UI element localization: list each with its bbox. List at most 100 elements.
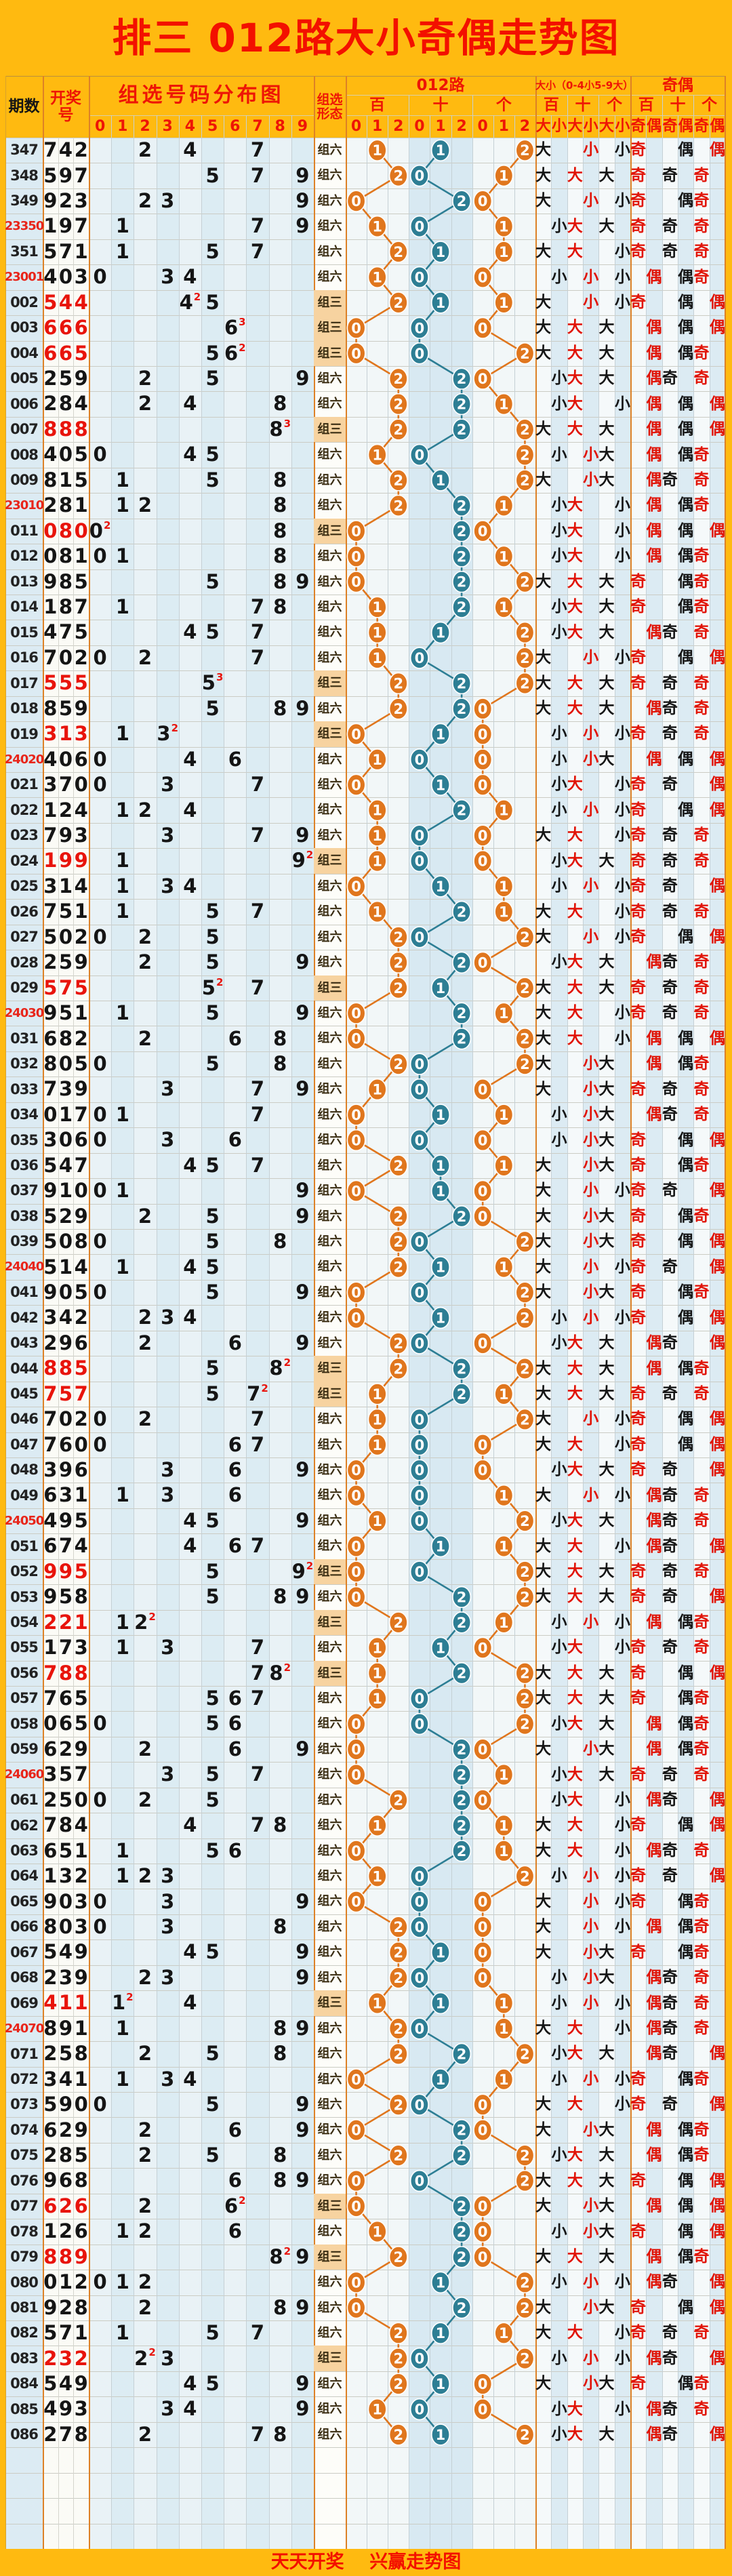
pattern-cell: 组六: [317, 752, 342, 767]
size-value: 小: [551, 1638, 567, 1657]
dist-digit: 9: [296, 2093, 310, 2116]
dist-digit: 1: [115, 2270, 129, 2294]
road-circle: [367, 1078, 387, 1101]
header-big-small: 大小（0-4小5-9大）: [535, 79, 634, 92]
parity-value: 偶: [709, 1232, 725, 1251]
road-circle: [409, 1891, 429, 1913]
size-value: 大: [598, 1283, 615, 1302]
parity-value: 偶: [646, 1055, 662, 1073]
size-value: 大: [598, 1359, 615, 1377]
road-circle: [388, 494, 408, 517]
road-circle: [515, 1357, 535, 1380]
road-circle: [367, 1383, 387, 1405]
road-circle: [515, 2169, 535, 2192]
road-circle: [473, 520, 493, 542]
dist-digit: 1: [115, 2067, 129, 2091]
draw-digit: 8: [43, 696, 58, 720]
road-circle-label: 0: [415, 1691, 425, 1707]
road-circle-label: 0: [478, 269, 488, 285]
parity-value: 偶: [678, 420, 694, 439]
road-circle: [346, 2118, 366, 2141]
parity-value: 偶: [709, 1182, 725, 1200]
road-circle: [452, 418, 472, 441]
draw-digit: 5: [58, 2042, 73, 2066]
road-circle: [452, 2297, 472, 2319]
draw-digit: 1: [58, 2270, 73, 2294]
road-circle: [452, 596, 472, 618]
parity-value: 偶: [678, 1943, 694, 1961]
size-value: 大: [598, 420, 615, 439]
dist-digit: 4: [183, 138, 197, 162]
road-circle: [409, 1434, 429, 1456]
parity-value: 偶: [678, 598, 694, 616]
size-value: 小: [551, 2070, 567, 2088]
road-circle: [430, 1180, 450, 1203]
dist-digit: 3: [161, 1483, 175, 1507]
period-cell: 047: [10, 1436, 39, 1453]
draw-digit: 9: [74, 1737, 88, 1760]
draw-digit: 3: [74, 265, 88, 289]
draw-digit: 8: [43, 1356, 58, 1380]
parity-value: 奇: [630, 1410, 647, 1428]
size-value: 小: [551, 2146, 567, 2165]
size-value: 大: [598, 1512, 615, 1530]
parity-value: 奇: [630, 674, 647, 692]
parity-value: 奇: [630, 1156, 647, 1174]
draw-digit: 9: [74, 2371, 88, 2395]
road-circle: [473, 1205, 493, 1228]
repeat-count-superscript: 2: [306, 849, 314, 862]
size-value: 大: [598, 851, 615, 870]
road-circle: [346, 1129, 366, 1152]
dist-digit: 1: [115, 494, 129, 517]
dist-digit: 4: [183, 874, 197, 898]
gridline: [5, 1203, 725, 1205]
dist-digit: 6: [228, 2118, 242, 2141]
size-pos-label: 百: [543, 96, 559, 114]
size-value: 大: [535, 649, 552, 667]
parity-value: 偶: [678, 1613, 694, 1631]
size-value: 大: [598, 1664, 615, 1682]
draw-digit: 7: [58, 2321, 73, 2345]
size-value: 大: [535, 2324, 552, 2342]
road-pos-label: 百: [369, 96, 386, 114]
road-circle-label: 0: [415, 1488, 425, 1504]
road-circle-label: 2: [457, 1031, 467, 1047]
draw-digit: 9: [74, 696, 88, 720]
parity-value: 偶: [709, 2197, 725, 2215]
gridline: [5, 1051, 725, 1052]
size-value: 大: [567, 776, 583, 794]
draw-digit: 4: [43, 620, 58, 644]
road-circle-label: 0: [415, 2173, 425, 2190]
size-value: 大: [598, 2222, 615, 2240]
road-circle-label: 0: [351, 1843, 361, 1859]
road-circle-label: 1: [499, 1539, 509, 1555]
size-value: 小: [583, 801, 599, 819]
period-cell: 24050: [4, 1513, 45, 1528]
road-circle-label: 2: [393, 244, 403, 260]
size-value: 小: [614, 1816, 630, 1834]
road-circle: [430, 2423, 450, 2446]
road-circle: [409, 926, 429, 948]
road-circle-label: 0: [351, 1285, 361, 1301]
road-circle-label: 2: [520, 1716, 530, 1733]
draw-digit: 9: [58, 1508, 73, 1532]
road-circle-label: 0: [478, 2249, 488, 2266]
road-circle-label: 1: [436, 1310, 446, 1327]
road-circle-label: 2: [520, 1564, 530, 1580]
dist-digit: 0: [93, 265, 107, 289]
size-value: 大: [535, 319, 552, 337]
draw-digit: 7: [74, 1102, 88, 1126]
dist-digit: 8: [273, 2016, 287, 2040]
road-sub-label: 1: [372, 117, 383, 135]
parity-value: 偶: [678, 801, 694, 819]
parity-value: 奇: [630, 598, 647, 616]
period-cell: 025: [10, 878, 39, 895]
draw-digit: 7: [43, 1661, 58, 1685]
header-period: 期数: [8, 98, 40, 116]
road-circle-label: 2: [457, 2046, 467, 2062]
road-circle: [452, 520, 472, 542]
road-circle: [430, 241, 450, 263]
draw-digit: 6: [74, 316, 88, 340]
road-circle-label: 0: [478, 523, 488, 540]
